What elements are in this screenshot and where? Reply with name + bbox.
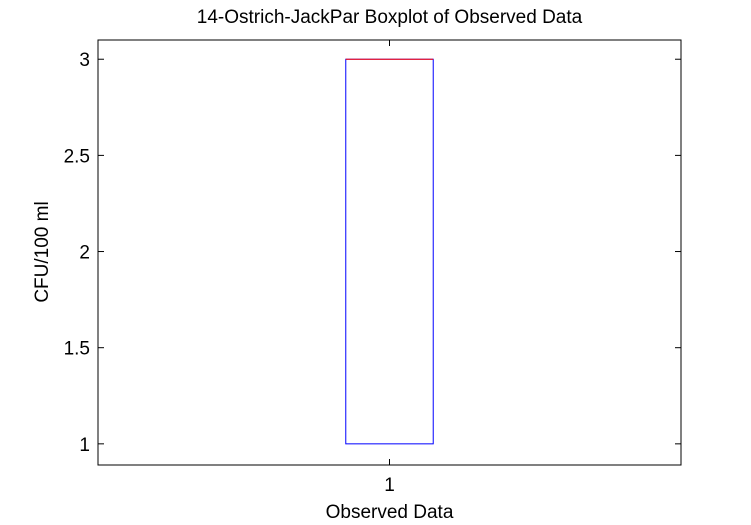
y-tick-label: 2 <box>79 243 90 264</box>
y-tick-label: 1 <box>79 435 90 456</box>
x-tick-label: 1 <box>384 475 395 496</box>
y-tick-label: 3 <box>79 50 90 71</box>
plot-area <box>97 39 682 466</box>
y-axis-label: CFU/100 ml <box>32 201 53 302</box>
chart-title: 14-Ostrich-JackPar Boxplot of Observed D… <box>197 7 583 28</box>
y-tick-label: 1.5 <box>64 339 90 360</box>
x-axis-label: Observed Data <box>326 502 454 523</box>
y-tick-label: 2.5 <box>64 146 90 167</box>
